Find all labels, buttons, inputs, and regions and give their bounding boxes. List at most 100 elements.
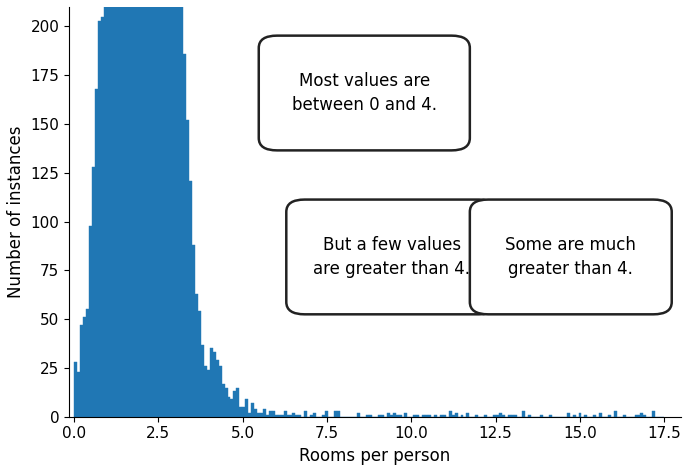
Bar [228,397,230,417]
Bar [393,413,395,417]
Bar [448,411,452,417]
Bar [133,0,136,417]
Bar [172,0,175,417]
Bar [112,0,115,417]
Bar [163,0,166,417]
Bar [98,21,101,417]
Bar [522,411,525,417]
Bar [290,415,293,417]
Bar [213,353,216,417]
Bar [216,360,219,417]
Bar [257,413,260,417]
Bar [266,415,269,417]
Bar [284,411,286,417]
FancyBboxPatch shape [259,35,470,151]
Bar [298,415,302,417]
Bar [263,409,266,417]
Bar [127,0,130,417]
Bar [638,415,640,417]
Bar [145,0,148,417]
Bar [640,413,643,417]
Bar [275,415,277,417]
Bar [378,415,381,417]
Bar [101,17,104,417]
Bar [192,245,195,417]
Bar [573,415,575,417]
Bar [224,388,228,417]
Bar [337,411,339,417]
Bar [508,415,511,417]
Bar [513,415,517,417]
Bar [366,415,369,417]
Bar [434,415,437,417]
Bar [139,0,142,417]
Bar [175,0,177,417]
Bar [466,413,469,417]
Bar [399,415,402,417]
Bar [272,411,275,417]
Bar [89,226,92,417]
Bar [130,0,133,417]
Bar [119,0,121,417]
Bar [201,345,204,417]
Bar [643,415,647,417]
Bar [136,0,139,417]
Bar [334,411,337,417]
Bar [277,415,281,417]
Bar [529,415,531,417]
Bar [251,403,254,417]
Bar [124,0,127,417]
Bar [166,0,168,417]
FancyBboxPatch shape [470,200,672,314]
Bar [184,54,186,417]
Bar [440,415,443,417]
Text: Most values are
between 0 and 4.: Most values are between 0 and 4. [292,72,437,114]
Bar [593,415,596,417]
Bar [416,415,420,417]
Bar [219,366,221,417]
Bar [151,0,154,417]
Bar [304,411,307,417]
Bar [322,415,325,417]
Bar [452,415,455,417]
Bar [387,413,390,417]
Bar [198,312,201,417]
Bar [310,415,313,417]
Bar [221,384,224,417]
Bar [511,415,513,417]
Bar [104,0,106,417]
Bar [293,413,295,417]
Bar [269,411,272,417]
Bar [425,415,428,417]
Bar [608,415,611,417]
Bar [623,415,626,417]
Bar [142,0,145,417]
Bar [549,415,552,417]
Bar [110,0,112,417]
Bar [77,372,80,417]
Bar [502,415,505,417]
Bar [584,415,587,417]
Bar [369,415,372,417]
FancyBboxPatch shape [286,200,497,314]
Bar [614,411,617,417]
Bar [233,391,237,417]
Bar [242,407,245,417]
Bar [121,0,124,417]
Bar [195,294,198,417]
Bar [635,415,638,417]
Bar [210,348,213,417]
X-axis label: Rooms per person: Rooms per person [299,447,451,465]
Bar [428,415,431,417]
Bar [496,415,499,417]
Bar [599,413,602,417]
Bar [295,415,298,417]
Bar [455,413,457,417]
Bar [207,370,210,417]
Bar [204,366,207,417]
Bar [260,413,263,417]
Bar [652,411,656,417]
Bar [157,0,159,417]
Bar [484,415,487,417]
Bar [390,415,393,417]
